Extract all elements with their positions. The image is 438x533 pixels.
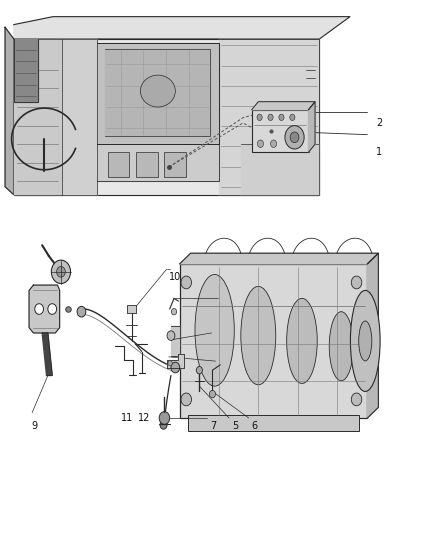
Text: 5: 5 <box>232 421 238 431</box>
Bar <box>252 110 308 152</box>
Polygon shape <box>106 49 210 136</box>
Circle shape <box>181 276 191 289</box>
Circle shape <box>279 114 284 120</box>
Text: 7: 7 <box>210 421 216 431</box>
Polygon shape <box>62 39 97 195</box>
Polygon shape <box>42 333 52 375</box>
Circle shape <box>57 266 65 277</box>
Ellipse shape <box>195 274 234 386</box>
Circle shape <box>171 362 180 373</box>
Text: 9: 9 <box>31 421 37 431</box>
Polygon shape <box>14 39 38 102</box>
Bar <box>164 152 186 177</box>
Circle shape <box>77 306 86 317</box>
Bar <box>127 305 136 313</box>
Circle shape <box>167 331 175 341</box>
Text: 12: 12 <box>138 413 151 423</box>
Circle shape <box>290 114 295 120</box>
Circle shape <box>48 304 57 314</box>
Text: 6: 6 <box>252 421 258 431</box>
Circle shape <box>258 140 264 148</box>
Text: 11: 11 <box>121 413 133 423</box>
Ellipse shape <box>350 290 380 391</box>
Text: 2: 2 <box>376 118 382 128</box>
Ellipse shape <box>241 286 276 385</box>
Polygon shape <box>97 43 219 144</box>
Polygon shape <box>166 354 184 368</box>
Circle shape <box>159 411 170 424</box>
Circle shape <box>290 132 299 143</box>
Text: 10: 10 <box>169 272 181 282</box>
Ellipse shape <box>141 75 175 107</box>
Text: 1: 1 <box>376 147 382 157</box>
Text: 4: 4 <box>221 306 227 317</box>
Bar <box>180 264 367 418</box>
Polygon shape <box>5 27 14 195</box>
Circle shape <box>35 304 43 314</box>
Circle shape <box>257 114 262 120</box>
Circle shape <box>51 260 71 284</box>
Circle shape <box>351 276 362 289</box>
Polygon shape <box>171 326 180 357</box>
Polygon shape <box>252 102 315 110</box>
Circle shape <box>271 140 277 148</box>
Polygon shape <box>241 144 319 195</box>
Bar <box>108 152 130 177</box>
Polygon shape <box>14 39 62 195</box>
Ellipse shape <box>329 312 353 381</box>
Circle shape <box>351 393 362 406</box>
Polygon shape <box>308 102 315 152</box>
Circle shape <box>285 126 304 149</box>
Polygon shape <box>219 39 319 195</box>
Bar <box>188 415 359 431</box>
Circle shape <box>181 393 191 406</box>
Polygon shape <box>97 144 219 181</box>
Circle shape <box>196 367 202 374</box>
Polygon shape <box>14 17 350 39</box>
Polygon shape <box>14 39 319 195</box>
Text: 3: 3 <box>215 336 221 346</box>
Circle shape <box>171 309 177 315</box>
Polygon shape <box>180 253 378 264</box>
Circle shape <box>268 114 273 120</box>
Ellipse shape <box>287 298 317 383</box>
Ellipse shape <box>359 321 372 361</box>
Circle shape <box>168 361 172 366</box>
Polygon shape <box>367 253 378 418</box>
Bar <box>136 152 158 177</box>
Circle shape <box>209 390 215 398</box>
Polygon shape <box>29 285 60 333</box>
Text: 8: 8 <box>219 365 225 375</box>
Circle shape <box>160 421 167 429</box>
